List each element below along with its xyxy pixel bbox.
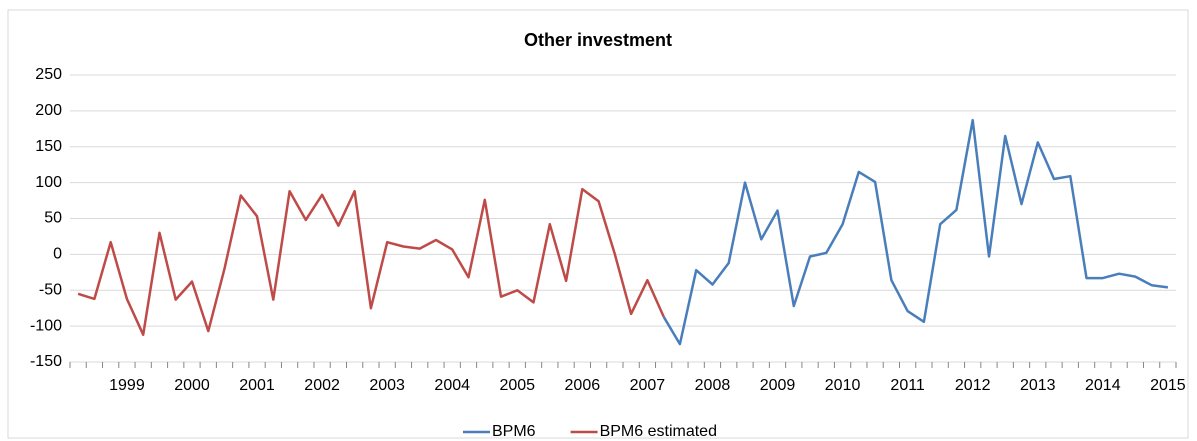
x-tick-label: 2015	[1150, 377, 1186, 394]
y-tick-label: -50	[39, 281, 62, 298]
y-tick-label: 100	[35, 174, 62, 191]
y-tick-label: 50	[44, 210, 62, 227]
chart-frame	[7, 9, 1189, 439]
x-tick-label: 2000	[174, 377, 210, 394]
legend-label: BPM6 estimated	[600, 423, 717, 440]
legend-label: BPM6	[492, 423, 536, 440]
x-tick-label: 2007	[630, 377, 666, 394]
series-line	[662, 118, 1169, 346]
x-tick-label: 2009	[760, 377, 796, 394]
x-tick-label: 2001	[239, 377, 275, 394]
x-tick-label: 2002	[304, 377, 340, 394]
x-tick-label: 2014	[1085, 377, 1121, 394]
chart-title: Other investment	[524, 30, 672, 50]
x-tick-label: 2004	[434, 377, 470, 394]
y-tick-label: -150	[30, 353, 62, 370]
x-tick-label: 2010	[825, 377, 861, 394]
x-tick-label: 2003	[369, 377, 405, 394]
x-tick-label: 2005	[499, 377, 535, 394]
x-tick-label: 2006	[565, 377, 601, 394]
x-tick-label: 2008	[695, 377, 731, 394]
x-tick-label: 2012	[955, 377, 991, 394]
x-tick-label: 1999	[109, 377, 145, 394]
x-tick-label: 2013	[1020, 377, 1056, 394]
y-tick-label: 0	[53, 246, 62, 263]
y-tick-label: 250	[35, 66, 62, 83]
y-tick-label: 150	[35, 138, 62, 155]
y-tick-label: 200	[35, 102, 62, 119]
y-tick-label: -100	[30, 317, 62, 334]
x-tick-label: 2011	[890, 377, 925, 394]
series-line	[77, 187, 665, 336]
